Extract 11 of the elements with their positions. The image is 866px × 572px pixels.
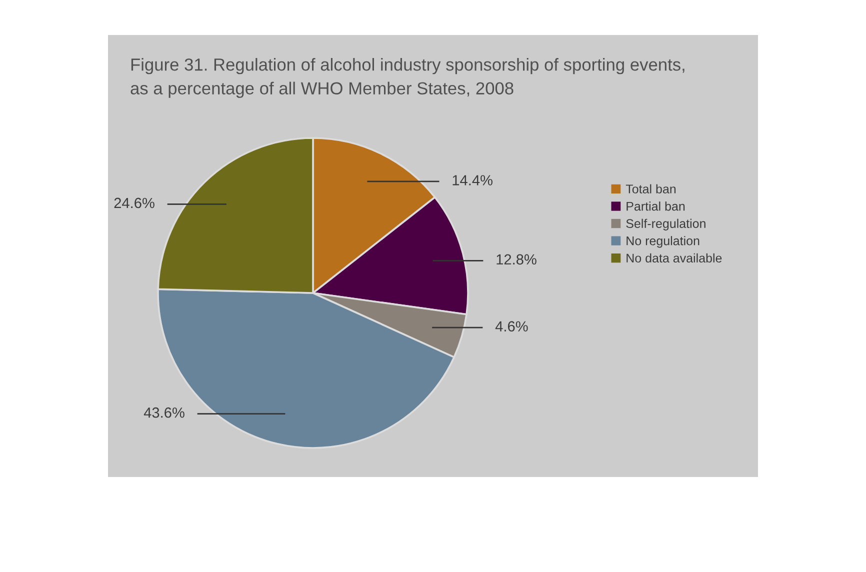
- data-label: 43.6%: [144, 407, 184, 418]
- data-label: 14.4%: [452, 175, 492, 186]
- data-label: 4.6%: [495, 321, 528, 332]
- data-label: 24.6%: [114, 198, 154, 208]
- legend-label: Total ban: [626, 184, 676, 194]
- legend-label: Self-regulation: [626, 218, 706, 230]
- legend-label: Partial ban: [626, 202, 685, 211]
- legend-label: No regulation: [626, 236, 700, 248]
- data-label: 12.8%: [496, 254, 536, 265]
- legend-label: No data available: [626, 253, 722, 263]
- chart-title: Figure 31. Regulation of alcohol industry sponsorship of sporting events, as a percentage of all WHO Member States, 2008: [130, 58, 684, 98]
